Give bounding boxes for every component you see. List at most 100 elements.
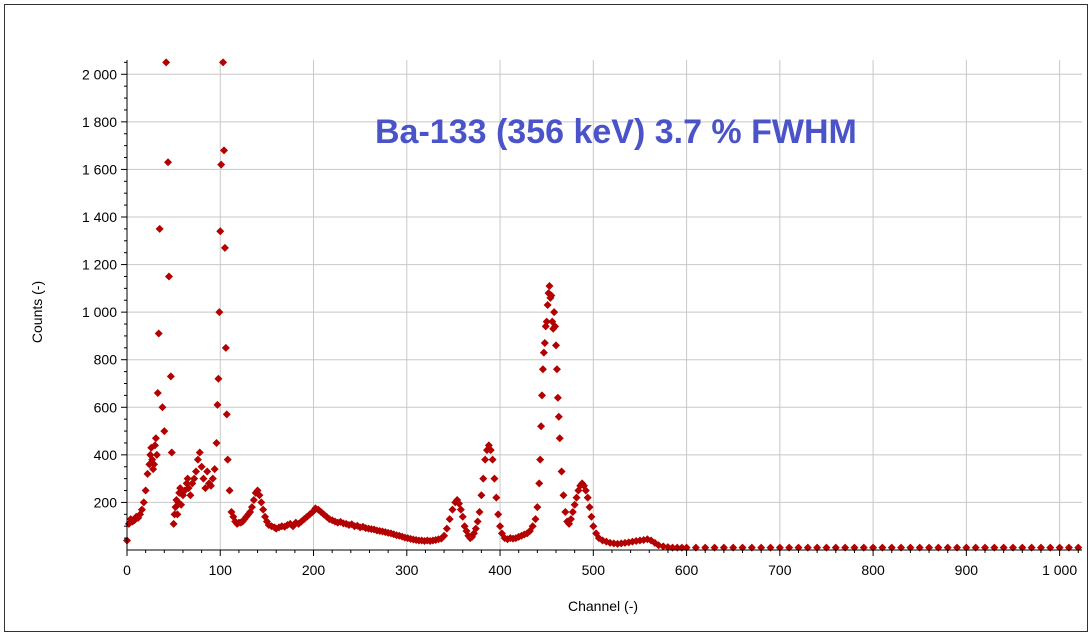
data-point xyxy=(581,486,590,495)
data-point xyxy=(203,467,212,476)
data-point xyxy=(583,493,592,502)
data-point xyxy=(215,308,224,317)
data-point xyxy=(542,317,551,326)
y-tick-label: 200 xyxy=(94,494,118,510)
data-point xyxy=(160,427,169,436)
data-point xyxy=(570,500,579,509)
data-point xyxy=(538,391,547,400)
data-point xyxy=(167,448,176,457)
data-point xyxy=(186,491,195,500)
data-point xyxy=(152,450,161,459)
data-point xyxy=(536,455,545,464)
data-point xyxy=(550,308,559,317)
y-tick-labels: 200 400 600 800 1 000 1 200 1 400 1 600 1 800 2 0… xyxy=(82,66,117,510)
data-point xyxy=(448,505,457,514)
y-tick-label: 1 000 xyxy=(82,304,117,320)
x-tick-label: 300 xyxy=(395,562,419,578)
data-point xyxy=(210,465,219,474)
data-point xyxy=(486,446,495,455)
data-point xyxy=(177,500,186,509)
chart-frame xyxy=(4,4,1088,632)
data-point xyxy=(216,227,225,236)
data-point xyxy=(222,410,231,419)
x-tick-label: 100 xyxy=(209,562,233,578)
data-point xyxy=(173,510,182,519)
data-point xyxy=(477,491,486,500)
data-point xyxy=(247,503,256,512)
data-point xyxy=(552,365,561,374)
data-point xyxy=(169,519,178,528)
axes xyxy=(121,60,1082,556)
data-point xyxy=(208,474,217,483)
data-point xyxy=(150,460,159,469)
data-point xyxy=(559,491,568,500)
x-tick-label: 400 xyxy=(488,562,512,578)
data-point xyxy=(219,58,228,67)
data-point xyxy=(223,455,232,464)
chart-annotation: Ba-133 (356 keV) 3.7 % FWHM xyxy=(375,113,857,151)
data-point xyxy=(316,507,325,516)
data-point xyxy=(193,455,202,464)
data-point xyxy=(540,339,549,348)
data-point xyxy=(206,481,215,490)
data-point xyxy=(494,510,503,519)
data-point xyxy=(257,498,266,507)
data-point xyxy=(220,243,229,252)
data-point xyxy=(557,467,566,476)
data-point xyxy=(538,365,547,374)
y-tick-label: 600 xyxy=(94,399,118,415)
data-point xyxy=(139,498,148,507)
y-axis-label: Counts (-) xyxy=(29,281,45,343)
data-point xyxy=(227,507,236,516)
x-tick-label: 900 xyxy=(955,562,979,578)
data-point xyxy=(150,441,159,450)
data-point xyxy=(183,474,192,483)
y-tick-label: 1 400 xyxy=(82,209,117,225)
x-axis-label: Channel (-) xyxy=(568,598,638,614)
data-point xyxy=(137,505,146,514)
data-point xyxy=(475,507,484,516)
data-point xyxy=(442,524,451,533)
data-point xyxy=(490,474,499,483)
data-point xyxy=(481,455,490,464)
data-point xyxy=(496,522,505,531)
data-point xyxy=(455,499,464,508)
data-point xyxy=(164,272,173,281)
data-point xyxy=(552,341,561,350)
data-point xyxy=(154,329,163,338)
y-tick-label: 1 600 xyxy=(82,161,117,177)
data-point xyxy=(162,58,171,67)
data-point xyxy=(533,503,542,512)
data-point xyxy=(440,531,449,540)
data-point xyxy=(663,543,672,552)
x-tick-label: 0 xyxy=(123,562,131,578)
data-point xyxy=(192,467,201,476)
data-point xyxy=(153,389,162,398)
x-tick-label: 800 xyxy=(861,562,885,578)
data-point xyxy=(545,281,554,290)
data-point xyxy=(568,507,577,516)
data-point xyxy=(535,479,544,488)
data-point xyxy=(143,469,152,478)
data-point xyxy=(543,301,552,309)
data-point xyxy=(587,512,596,521)
data-point xyxy=(473,517,482,526)
y-tick-label: 1 200 xyxy=(82,257,117,273)
x-tick-labels: 0 100 200 300 400 500 600 700 800 900 1 000 xyxy=(123,562,1077,578)
data-point xyxy=(155,224,164,233)
data-point xyxy=(195,448,204,457)
data-point xyxy=(566,515,575,524)
data-point xyxy=(553,393,562,402)
data-point xyxy=(561,507,570,516)
x-tick-label: 600 xyxy=(675,562,699,578)
data-point xyxy=(219,146,228,155)
x-tick-label: 700 xyxy=(768,562,792,578)
data-point xyxy=(492,493,501,502)
data-point xyxy=(249,496,258,505)
data-point xyxy=(585,503,594,512)
data-point xyxy=(197,462,206,471)
data-point xyxy=(184,484,193,493)
data-point xyxy=(554,412,563,421)
data-point xyxy=(531,515,540,524)
